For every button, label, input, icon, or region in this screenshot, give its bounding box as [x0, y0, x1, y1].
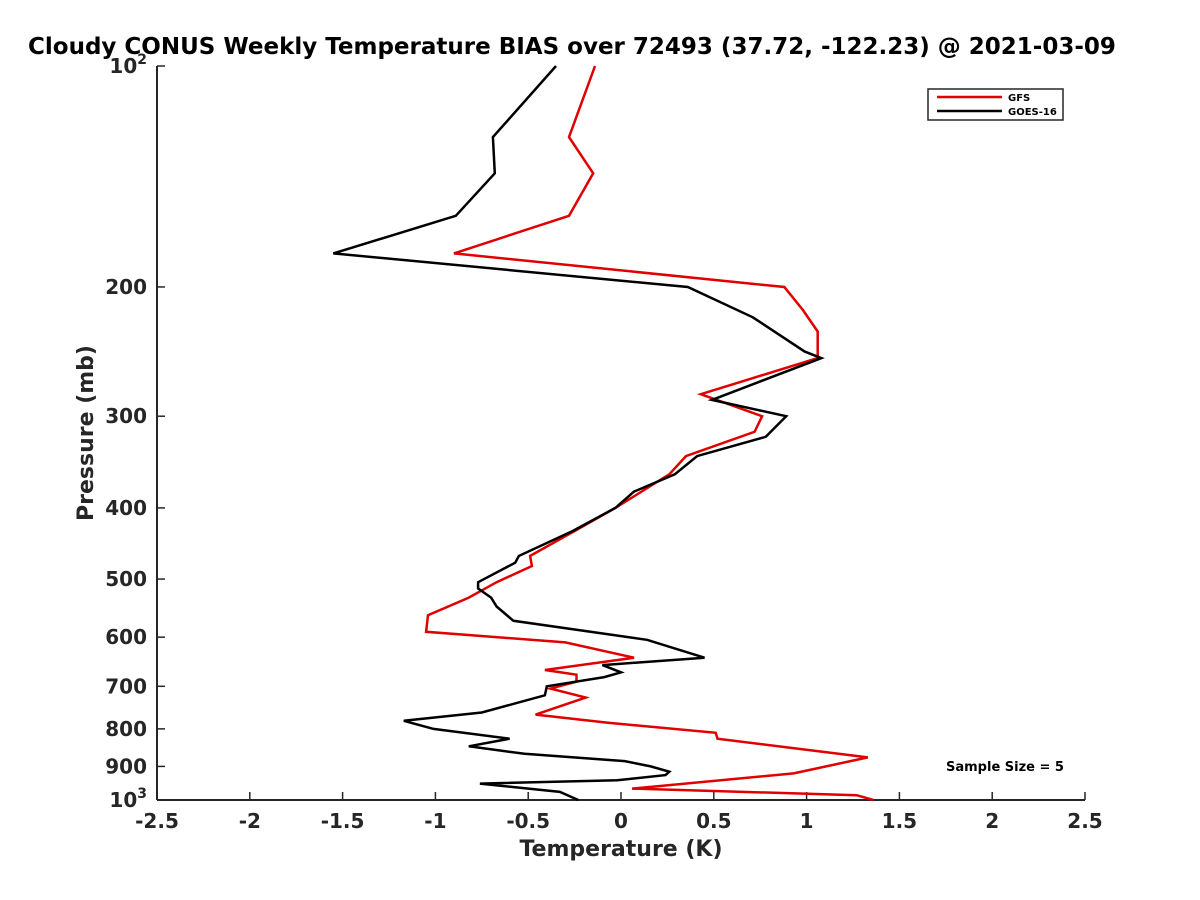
y-axis-label: Pressure (mb): [74, 345, 99, 521]
x-tick-label: -1: [424, 809, 446, 833]
y-tick-label: 700: [105, 674, 147, 698]
y-tick-label: 102: [109, 52, 147, 78]
series-line-gfs: [424, 65, 874, 802]
y-tick-label: 103: [109, 786, 147, 812]
x-tick-label: -1.5: [321, 809, 365, 833]
chart-title: Cloudy CONUS Weekly Temperature BIAS ove…: [28, 34, 1116, 60]
x-tick-label: -2.5: [135, 809, 179, 833]
legend-label-gfs: GFS: [1008, 93, 1030, 104]
y-tick-label: 600: [105, 625, 147, 649]
series-line-goes-16: [332, 65, 825, 802]
y-tick-label: 900: [105, 754, 147, 778]
y-tick-label: 400: [105, 496, 147, 520]
y-tick-label: 300: [105, 404, 147, 428]
x-tick-label: -0.5: [506, 809, 550, 833]
x-tick-label: 1.5: [882, 809, 917, 833]
legend-label-goes-16: GOES-16: [1008, 107, 1057, 118]
x-tick-label: 2: [985, 809, 999, 833]
legend: GFS GOES-16: [927, 88, 1064, 121]
x-tick-label: -2: [239, 809, 261, 833]
sample-size-annotation: Sample Size = 5: [946, 760, 1064, 775]
x-axis-label: Temperature (K): [519, 837, 722, 862]
y-tick-label: 800: [105, 717, 147, 741]
y-tick-exponent: 3: [137, 786, 147, 802]
plot-area: -2.5 -2 -1.5 -1 -0.5 0 0.5 1 1.5 2 2.5 102 200 300 400…: [105, 52, 1102, 833]
x-tick-label: 2.5: [1067, 809, 1102, 833]
x-tick-label: 0: [614, 809, 628, 833]
y-tick-label: 500: [105, 567, 147, 591]
x-tick-label: 1: [800, 809, 814, 833]
y-tick-exponent: 2: [137, 52, 147, 68]
y-tick-label: 200: [105, 275, 147, 299]
legend-box: [927, 88, 1064, 121]
x-tick-label: 0.5: [696, 809, 731, 833]
